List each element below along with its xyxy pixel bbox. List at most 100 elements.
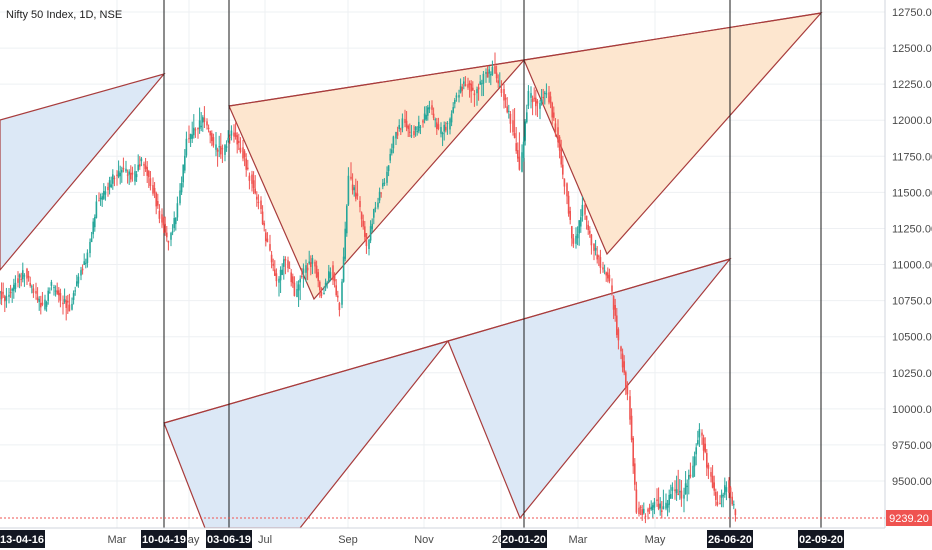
candle-body — [243, 151, 246, 158]
candle-body — [513, 133, 516, 138]
date-badge-bg — [141, 530, 187, 548]
candle-body — [688, 475, 690, 480]
candle-body — [63, 299, 66, 302]
candle-body — [323, 292, 325, 295]
candle-body — [155, 192, 157, 207]
candle-body — [272, 263, 274, 266]
price-tick-label: 10250.00 — [892, 368, 932, 380]
candle-body — [148, 171, 150, 178]
candle-body — [191, 134, 193, 139]
candle-body — [296, 289, 298, 297]
candle-body — [458, 95, 460, 98]
candle-body — [479, 81, 481, 85]
candle-body — [608, 274, 611, 282]
candle-body — [149, 178, 152, 186]
candle-body — [704, 443, 706, 453]
candle-body — [380, 192, 382, 194]
candle-body — [328, 271, 330, 282]
candle-body — [301, 275, 303, 277]
date-badge-label: 02-09-20 — [799, 534, 843, 546]
candle-body — [238, 140, 240, 144]
candle-body — [220, 146, 222, 155]
candle-body — [101, 196, 103, 200]
candle-body — [44, 299, 46, 310]
candle-body — [423, 113, 426, 121]
candle-body — [401, 118, 404, 129]
candle-body — [341, 281, 343, 305]
candle-body — [72, 293, 75, 300]
candle-body — [126, 174, 129, 176]
candle-body — [359, 200, 361, 208]
candle-body — [134, 171, 136, 182]
candle-body — [27, 275, 30, 278]
candle-body — [284, 259, 287, 261]
candle-body — [509, 113, 512, 124]
candle-body — [293, 282, 296, 296]
candle-body — [333, 274, 336, 282]
candle-body — [202, 117, 204, 123]
candle-body — [229, 136, 231, 138]
candle-body — [535, 97, 537, 107]
candle-body — [50, 281, 53, 286]
candle-body — [533, 97, 535, 99]
price-axis[interactable]: 9500.00 9750.00 10000.00 10250.00 10500.00 10… — [892, 7, 932, 488]
date-badge-label: 20-01-20 — [502, 534, 546, 546]
candle-body — [587, 224, 589, 230]
candle-body — [607, 272, 609, 279]
candle-body — [575, 235, 577, 244]
candle-body — [686, 485, 688, 488]
candle-body — [350, 176, 352, 179]
candle-body — [152, 185, 154, 194]
candle-body — [218, 146, 220, 148]
candle-body — [675, 489, 678, 494]
candle-body — [477, 87, 480, 90]
candle-body — [653, 501, 656, 508]
date-badge: 10-04-19 — [141, 530, 187, 548]
candle-body — [347, 175, 350, 205]
candle-body — [446, 123, 449, 125]
candle-body — [173, 218, 175, 229]
pattern-2-bcd — [523, 12, 823, 256]
month-tick-label: Mar — [108, 534, 127, 546]
candle-body — [248, 175, 251, 181]
candle-body — [598, 255, 600, 257]
candle-body — [29, 282, 31, 286]
candle-body — [94, 217, 96, 228]
time-axis[interactable]: MarMayJulSepNov202MarMay13-04-1610-04-19… — [0, 530, 844, 548]
candle-body — [468, 83, 471, 86]
candle-body — [117, 171, 120, 177]
candle-body — [680, 490, 683, 499]
candle-body — [666, 503, 669, 508]
candle-body — [626, 385, 629, 395]
candle-body — [566, 183, 568, 197]
candle-body — [463, 81, 465, 84]
candle-body — [431, 105, 433, 110]
candle-body — [144, 165, 147, 169]
candle-body — [621, 353, 624, 368]
candle-body — [716, 501, 719, 505]
candle-body — [139, 164, 141, 167]
date-badge-label: 03-06-19 — [207, 534, 251, 546]
candle-body — [80, 270, 82, 276]
candle-body — [576, 234, 579, 239]
candle-body — [297, 284, 300, 291]
candle-body — [472, 87, 474, 91]
candle-body — [362, 220, 364, 227]
candle-body — [77, 276, 80, 284]
price-tick-label: 11500.00 — [892, 187, 932, 199]
candle-body — [225, 146, 228, 148]
candle-body — [164, 223, 166, 233]
candle-body — [49, 292, 51, 294]
candle-body — [521, 152, 523, 172]
candle-body — [585, 215, 588, 221]
candle-body — [461, 86, 463, 91]
candle-body — [338, 302, 341, 311]
candle-body — [67, 300, 69, 303]
candle-body — [506, 106, 508, 113]
candle-body — [558, 136, 561, 151]
candle-body — [22, 270, 24, 280]
candle-body — [593, 243, 595, 251]
candle-body — [270, 254, 273, 263]
